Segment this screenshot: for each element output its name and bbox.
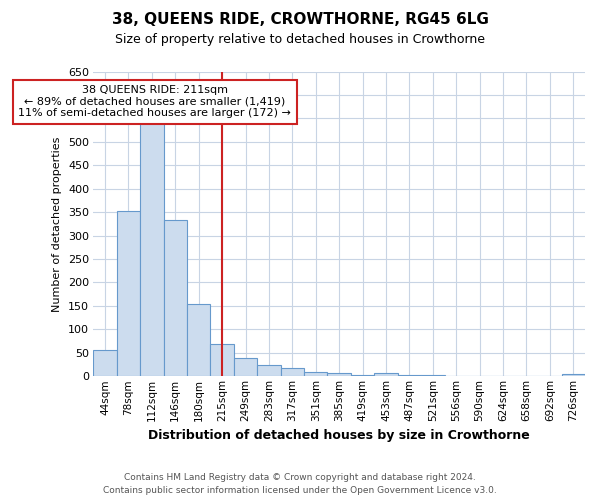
Bar	[281, 368, 304, 376]
Bar	[374, 372, 398, 376]
Y-axis label: Number of detached properties: Number of detached properties	[52, 136, 62, 312]
Bar	[234, 358, 257, 376]
Bar	[187, 304, 211, 376]
Bar	[304, 372, 328, 376]
Bar	[164, 220, 187, 376]
Bar	[562, 374, 585, 376]
Bar	[117, 211, 140, 376]
Text: 38, QUEENS RIDE, CROWTHORNE, RG45 6LG: 38, QUEENS RIDE, CROWTHORNE, RG45 6LG	[112, 12, 488, 28]
Bar	[94, 350, 117, 376]
Bar	[257, 364, 281, 376]
Bar	[211, 344, 234, 376]
Text: Size of property relative to detached houses in Crowthorne: Size of property relative to detached ho…	[115, 33, 485, 46]
Bar	[140, 123, 164, 376]
Text: Contains HM Land Registry data © Crown copyright and database right 2024.
Contai: Contains HM Land Registry data © Crown c…	[103, 473, 497, 495]
X-axis label: Distribution of detached houses by size in Crowthorne: Distribution of detached houses by size …	[148, 430, 530, 442]
Text: 38 QUEENS RIDE: 211sqm
← 89% of detached houses are smaller (1,419)
11% of semi-: 38 QUEENS RIDE: 211sqm ← 89% of detached…	[19, 85, 291, 118]
Bar	[328, 372, 351, 376]
